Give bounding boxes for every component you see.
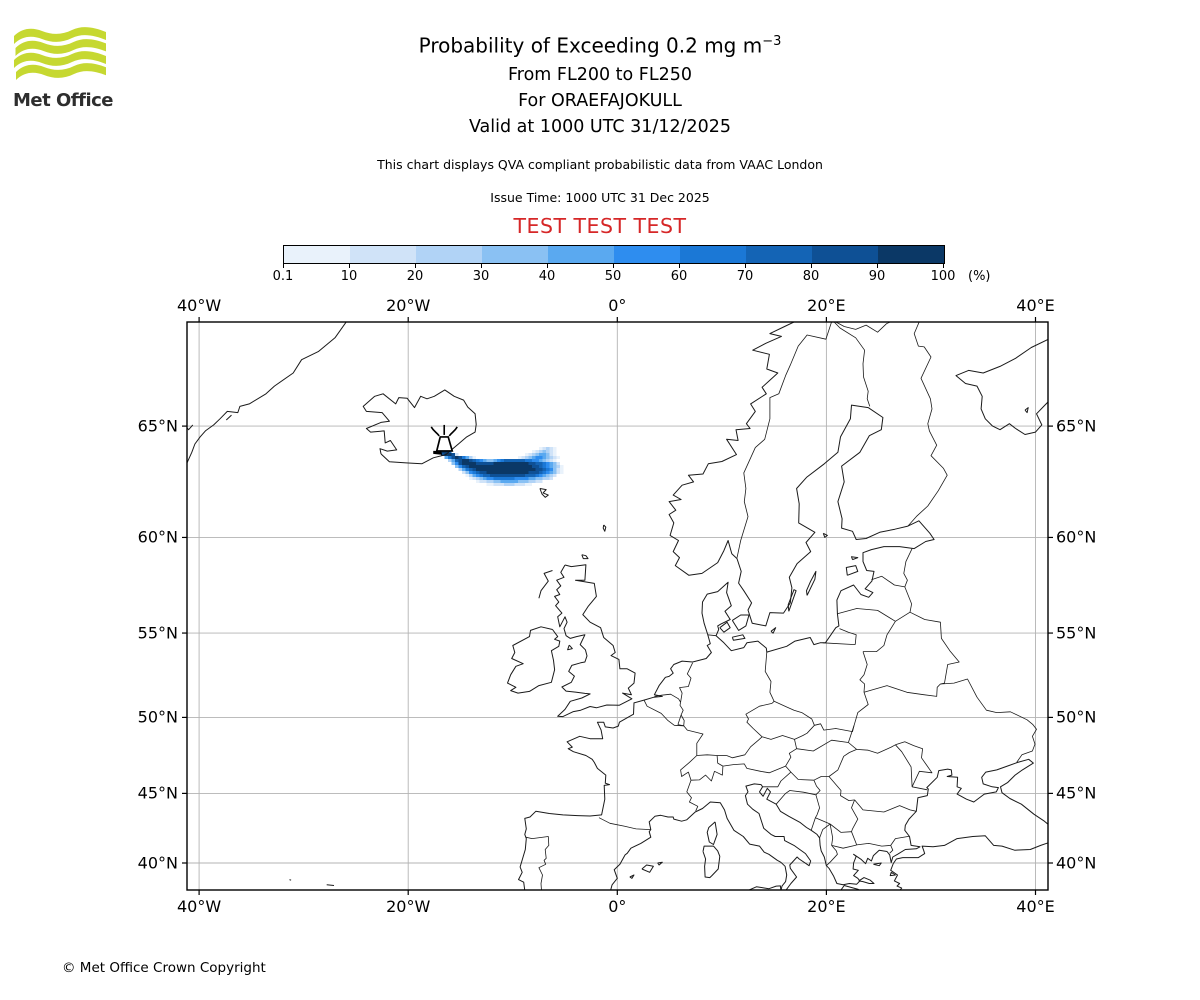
x-axis-label-top: 40°E (1016, 296, 1055, 315)
map-frame (186, 321, 1049, 891)
colorbar-tick (811, 263, 812, 268)
colorbar-tick-label: 60 (670, 269, 688, 284)
colorbar-segment-7 (680, 246, 746, 263)
colorbar-segment-5 (548, 246, 614, 263)
ash-probability-plume (441, 447, 564, 486)
y-axis-label-right: 60°N (1056, 527, 1097, 547)
y-axis-label-left: 40°N (137, 853, 178, 873)
title-exponent: −3 (762, 34, 782, 49)
test-banner: TEST TEST TEST (513, 214, 687, 238)
probability-colorbar (283, 245, 945, 264)
axis-ticks (182, 317, 1053, 895)
colorbar-tick (283, 263, 284, 268)
logo-waves-icon (14, 27, 108, 80)
title-text: Probability of Exceeding 0.2 mg m (418, 33, 763, 58)
colorbar-tick-label: 50 (604, 269, 622, 284)
y-axis-label-right: 40°N (1056, 853, 1097, 873)
y-axis-label-left: 55°N (137, 623, 178, 643)
y-axis-label-right: 55°N (1056, 623, 1097, 643)
met-office-logo-icon (14, 26, 108, 88)
country-borders (525, 322, 1037, 890)
colorbar-tick-label: 10 (340, 269, 358, 284)
colorbar-tick (481, 263, 482, 268)
colorbar-segment-8 (746, 246, 812, 263)
colorbar-tick-label: 80 (802, 269, 820, 284)
y-axis-label-left: 45°N (137, 783, 178, 803)
colorbar-tick (547, 263, 548, 268)
colorbar-tick-label: 100 (930, 269, 956, 284)
colorbar-tick-label: 70 (736, 269, 754, 284)
qva-note: This chart displays QVA compliant probab… (377, 157, 823, 172)
colorbar-tick-label: 0.1 (272, 269, 294, 284)
colorbar-tick (679, 263, 680, 268)
colorbar-segment-9 (812, 246, 878, 263)
issue-time: Issue Time: 1000 UTC 31 Dec 2025 (490, 190, 710, 205)
y-axis-label-left: 50°N (137, 707, 178, 727)
subtitle-valid-time: Valid at 1000 UTC 31/12/2025 (468, 117, 732, 137)
colorbar-segment-6 (614, 246, 680, 263)
subtitle-volcano: For ORAEFAJOKULL (518, 91, 682, 111)
y-axis-label-right: 50°N (1056, 707, 1097, 727)
x-axis-label-bottom: 20°W (386, 897, 431, 916)
logo-wave-2 (14, 51, 106, 68)
colorbar-segment-2 (350, 246, 416, 263)
logo-wordmark: Met Office (13, 90, 114, 111)
x-axis-label-top: 20°E (807, 296, 846, 315)
map-area (182, 317, 1053, 895)
colorbar-segment-1 (284, 246, 350, 263)
colorbar-segment-3 (416, 246, 482, 263)
colorbar-tick-label: 90 (868, 269, 886, 284)
colorbar-tick-label: 20 (406, 269, 424, 284)
x-axis-label-bottom: 40°W (177, 897, 222, 916)
page-title: Probability of Exceeding 0.2 mg m−3 (0, 30, 1200, 58)
subtitle-block: From FL200 to FL250 For ORAEFAJOKULL Val… (0, 62, 1200, 140)
colorbar-segment-10 (878, 246, 944, 263)
y-axis-label-right: 45°N (1056, 783, 1097, 803)
y-axis-label-right: 65°N (1056, 416, 1097, 436)
coastlines (187, 322, 1048, 890)
colorbar-tick-label: 30 (472, 269, 490, 284)
colorbar-tick-label: 40 (538, 269, 556, 284)
logo-wave-3 (16, 63, 108, 80)
colorbar-tick (415, 263, 416, 268)
colorbar-tick (877, 263, 878, 268)
x-axis-label-top: 40°W (177, 296, 222, 315)
x-axis-label-bottom: 40°E (1016, 897, 1055, 916)
x-axis-label-bottom: 20°E (807, 897, 846, 916)
colorbar-tick (745, 263, 746, 268)
colorbar-unit: (%) (968, 269, 991, 284)
colorbar-tick (349, 263, 350, 268)
y-axis-label-left: 60°N (137, 527, 178, 547)
volcano-eruption-icon (430, 424, 458, 455)
graticule (187, 322, 1048, 890)
colorbar-tick (613, 263, 614, 268)
x-axis-label-bottom: 0° (608, 897, 627, 916)
colorbar-segment-4 (482, 246, 548, 263)
x-axis-label-top: 0° (608, 296, 627, 315)
colorbar-tick (943, 263, 944, 268)
logo-wave-1 (15, 39, 108, 56)
map-svg (182, 317, 1053, 895)
y-axis-label-left: 65°N (137, 416, 178, 436)
x-axis-label-top: 20°W (386, 296, 431, 315)
subtitle-flight-levels: From FL200 to FL250 (507, 65, 693, 85)
copyright-notice: © Met Office Crown Copyright (62, 960, 266, 976)
logo-wave-0 (14, 27, 106, 44)
